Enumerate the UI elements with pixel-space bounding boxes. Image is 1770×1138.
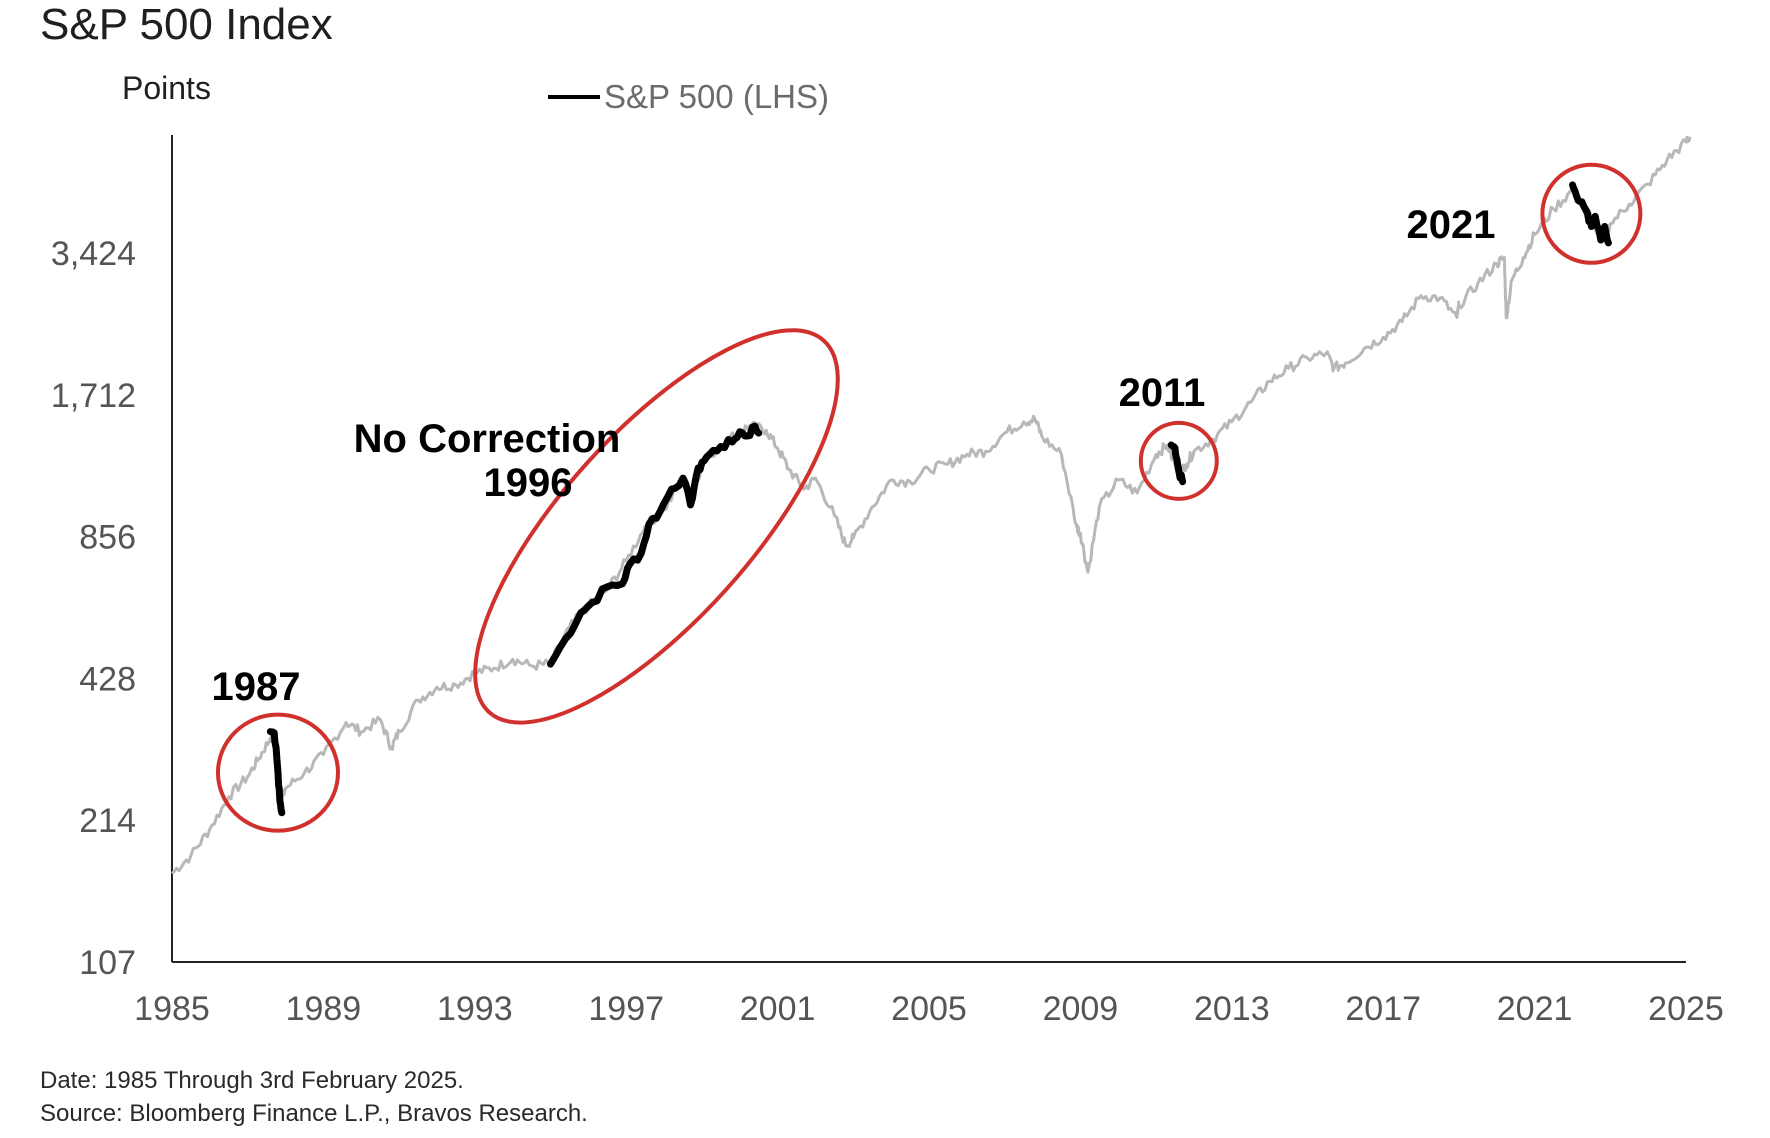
x-tick-label: 1993 [437, 990, 513, 1028]
footer: Date: 1985 Through 3rd February 2025. So… [40, 1064, 588, 1130]
annotation-circle [473, 328, 840, 725]
x-tick-label: 1985 [134, 990, 210, 1028]
footer-date: Date: 1985 Through 3rd February 2025. [40, 1067, 464, 1094]
highlight-segment [547, 422, 763, 668]
highlight-segments [266, 181, 1612, 817]
tick-labels: 107 214 428 856 1,712 3,424 1985 1989 1993 1997 20… [51, 235, 1724, 1028]
x-tick-label: 1989 [286, 990, 362, 1028]
annotation-label: 1996 [484, 461, 573, 505]
legend-label: S&P 500 (LHS) [604, 78, 830, 115]
highlight-segment [1167, 441, 1187, 486]
annotation-circle [1138, 420, 1219, 501]
x-tick-label: 2025 [1648, 990, 1724, 1028]
y-tick-label: 107 [79, 944, 136, 982]
footer-source: Source: Bloomberg Finance L.P., Bravos R… [40, 1100, 588, 1127]
annotation-label: No Correction [354, 417, 621, 461]
annotation-label: 1987 [212, 665, 301, 709]
annotation-circle [1540, 162, 1643, 265]
legend: S&P 500 (LHS) [548, 78, 829, 116]
x-tick-label: 2005 [891, 990, 967, 1028]
y-tick-label: 3,424 [51, 235, 136, 273]
annotation-label: 2021 [1407, 203, 1496, 247]
series-line [171, 135, 1692, 875]
y-axis-label: Points [122, 70, 211, 106]
x-tick-label: 2017 [1345, 990, 1421, 1028]
axes [171, 135, 1686, 963]
y-tick-label: 428 [79, 660, 136, 698]
series-line-sp500 [171, 135, 1692, 875]
x-tick-label: 2009 [1043, 990, 1119, 1028]
x-tick-label: 2001 [740, 990, 816, 1028]
highlight-segment [1569, 181, 1612, 247]
highlight-segment [266, 728, 286, 817]
y-tick-label: 856 [79, 519, 136, 557]
y-tick-label: 214 [79, 802, 136, 840]
chart-title: S&P 500 Index [40, 0, 333, 49]
annotation-label: 2011 [1119, 371, 1206, 415]
x-tick-label: 1997 [588, 990, 664, 1028]
y-tick-label: 1,712 [51, 377, 136, 415]
annotation-circle [215, 712, 340, 833]
legend-swatch [548, 95, 600, 99]
x-tick-label: 2021 [1497, 990, 1573, 1028]
x-tick-label: 2013 [1194, 990, 1270, 1028]
